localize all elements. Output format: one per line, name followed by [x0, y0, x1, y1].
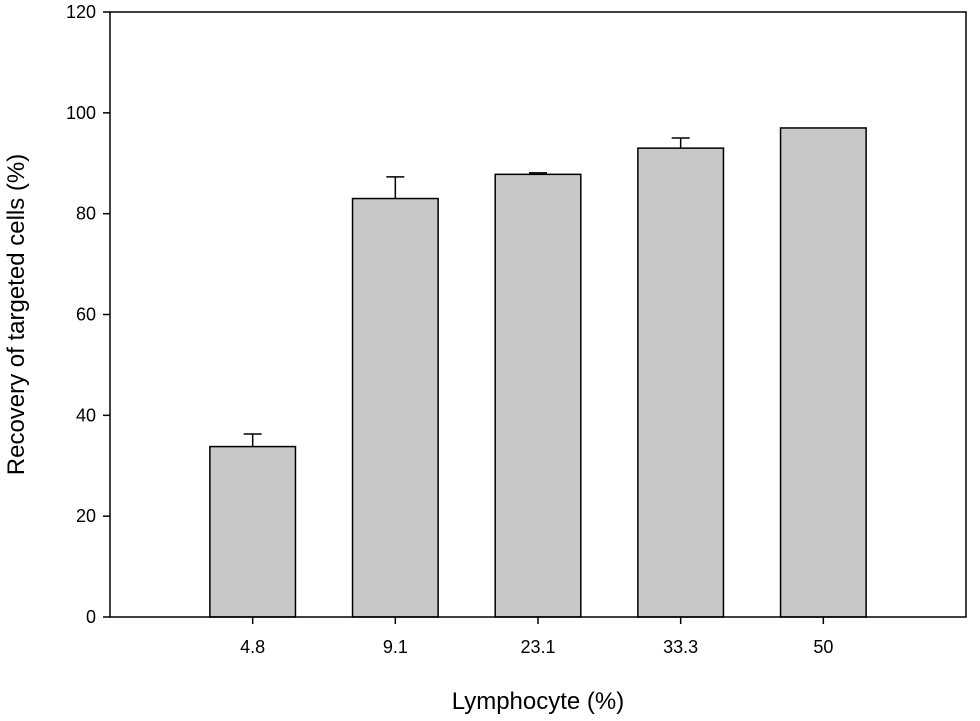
- x-tick-label: 33.3: [663, 637, 698, 657]
- bar-4.8: [209, 445, 297, 618]
- bars-group: [209, 127, 867, 618]
- y-tick-label: 60: [76, 305, 96, 325]
- x-tick-label: 9.1: [383, 637, 408, 657]
- error-bars-group: [243, 137, 690, 447]
- x-axis: 4.8 9.1 23.1 33.3 50: [240, 617, 833, 657]
- y-tick-label: 20: [76, 506, 96, 526]
- x-axis-title: Lymphocyte (%): [452, 688, 625, 715]
- bar-50: [779, 127, 867, 618]
- bar-23.1: [494, 173, 582, 618]
- y-tick-label: 40: [76, 405, 96, 425]
- bar-33.3: [637, 147, 725, 618]
- y-axis: 0 20 40 60 80 100 120: [66, 2, 110, 627]
- bar-9.1: [351, 197, 439, 618]
- y-tick-label: 120: [66, 2, 96, 22]
- y-tick-label: 0: [86, 607, 96, 627]
- y-tick-label: 80: [76, 204, 96, 224]
- x-tick-label: 23.1: [520, 637, 555, 657]
- x-tick-label: 50: [813, 637, 833, 657]
- y-axis-title: Recovery of targeted cells (%): [3, 154, 30, 475]
- y-tick-label: 100: [66, 103, 96, 123]
- x-tick-label: 4.8: [240, 637, 265, 657]
